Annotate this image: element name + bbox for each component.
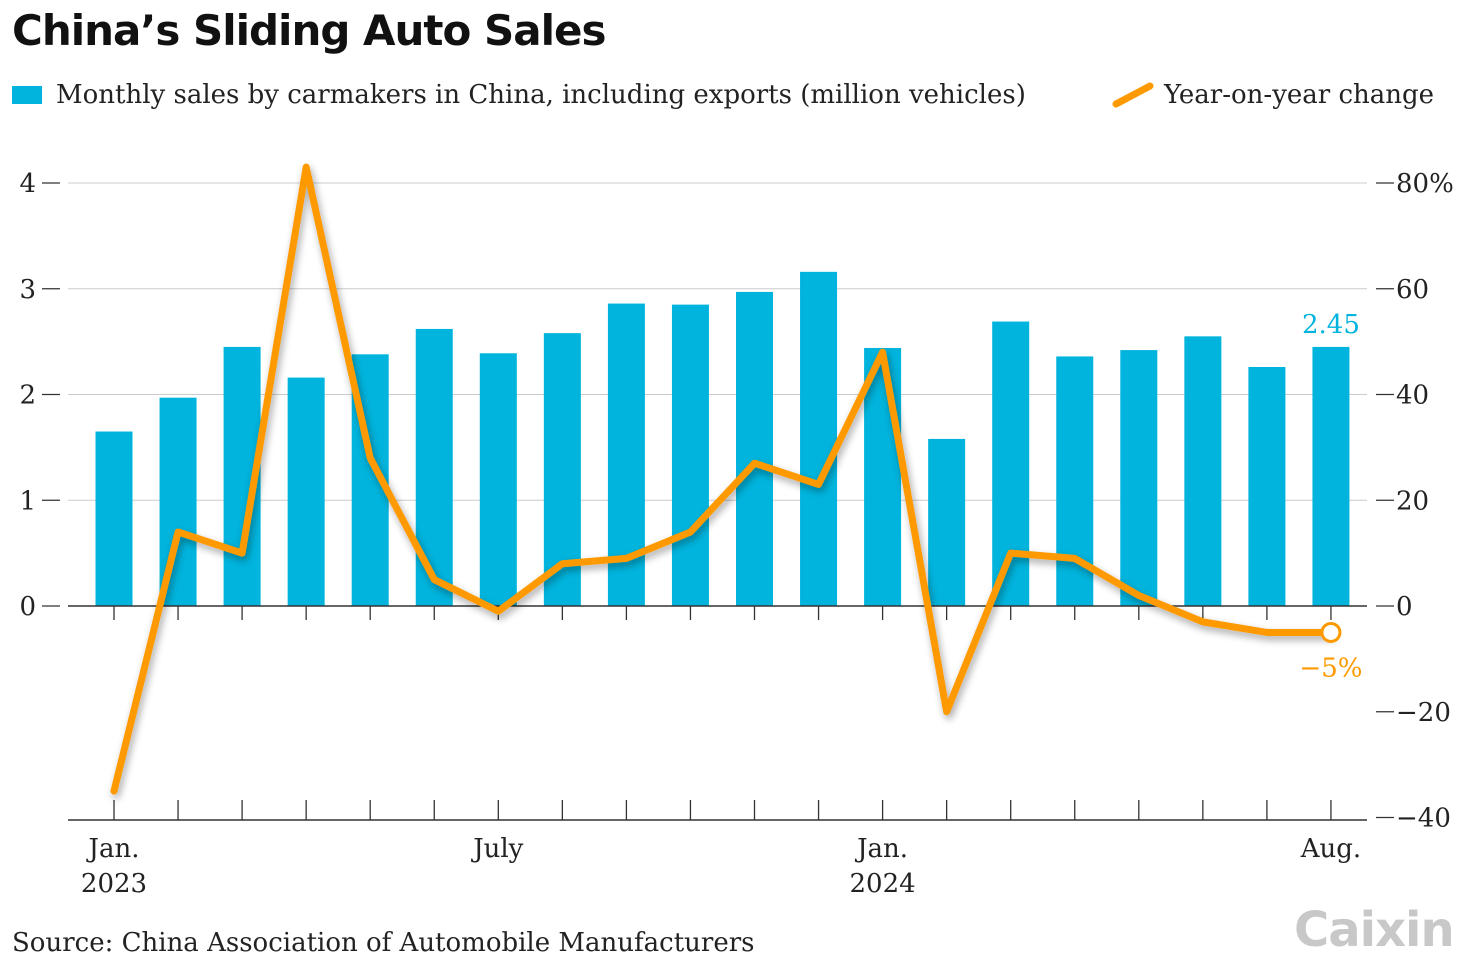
yoy-endpoint-marker [1320,621,1342,643]
source-note: Source: China Association of Automobile … [12,928,755,958]
x-tick-label: Jan. [86,834,140,864]
bar-2023-06 [415,328,453,606]
x-tick-label: 2023 [81,869,147,899]
x-tick-label: 2024 [850,869,916,899]
y-right-tick-label: 40 [1396,381,1429,411]
yoy-line [110,163,1335,795]
y-left-tick-label: 3 [19,275,36,305]
bar-2024-07 [1248,367,1286,606]
y-left-tick-label: 4 [19,169,36,199]
legend-item-yoy: Year-on-year change [1112,80,1434,110]
line-series [110,163,1342,795]
gridlines [68,182,1367,501]
caixin-logo: Caixin [1294,902,1455,958]
bar-2023-01 [95,431,133,606]
y-right-tick-label: 80% [1396,169,1454,199]
bar-2024-08 [1312,346,1350,606]
axes [42,182,1394,821]
bar-2023-12 [800,271,838,606]
y-left-tick-label: 0 [19,592,36,622]
bar-2023-04 [287,377,325,606]
legend-label-sales: Monthly sales by carmakers in China, inc… [56,80,1026,110]
bar-2024-05 [1120,350,1158,606]
y-right-tick-label: −20 [1396,698,1451,728]
legend-swatch-line [1112,82,1154,108]
y-left-tick-label: 1 [19,486,36,516]
bar-2024-03 [992,321,1030,606]
y-right-tick-label: 60 [1396,275,1429,305]
x-tick-label: Aug. [1300,834,1361,864]
bar-2023-07 [479,353,517,606]
x-tick-label: July [470,834,523,864]
chart-title: China’s Sliding Auto Sales [12,6,606,55]
bar-value-label: 2.45 [1302,310,1360,340]
axis-labels: 0 1 2 3 4 80% 60 40 20 0 −20 −40 Jan. 2023 July Jan. 202… [19,169,1453,899]
y-right-tick-label: 20 [1396,486,1429,516]
y-left-tick-label: 2 [19,381,36,411]
legend-swatch-bar [12,86,42,104]
bar-2023-10 [671,304,709,606]
bar-2024-01 [864,347,902,606]
legend-item-sales: Monthly sales by carmakers in China, inc… [12,80,1026,110]
y-right-tick-label: −40 [1396,804,1451,834]
x-tick-label: Jan. [854,834,908,864]
yoy-value-label: −5% [1299,653,1362,683]
legend-label-yoy: Year-on-year change [1164,80,1435,110]
bar-series [95,271,1350,606]
y-right-tick-label: 0 [1396,592,1413,622]
bar-2024-06 [1184,336,1222,606]
bar-2024-02 [928,438,966,606]
bar-2023-11 [736,291,773,606]
